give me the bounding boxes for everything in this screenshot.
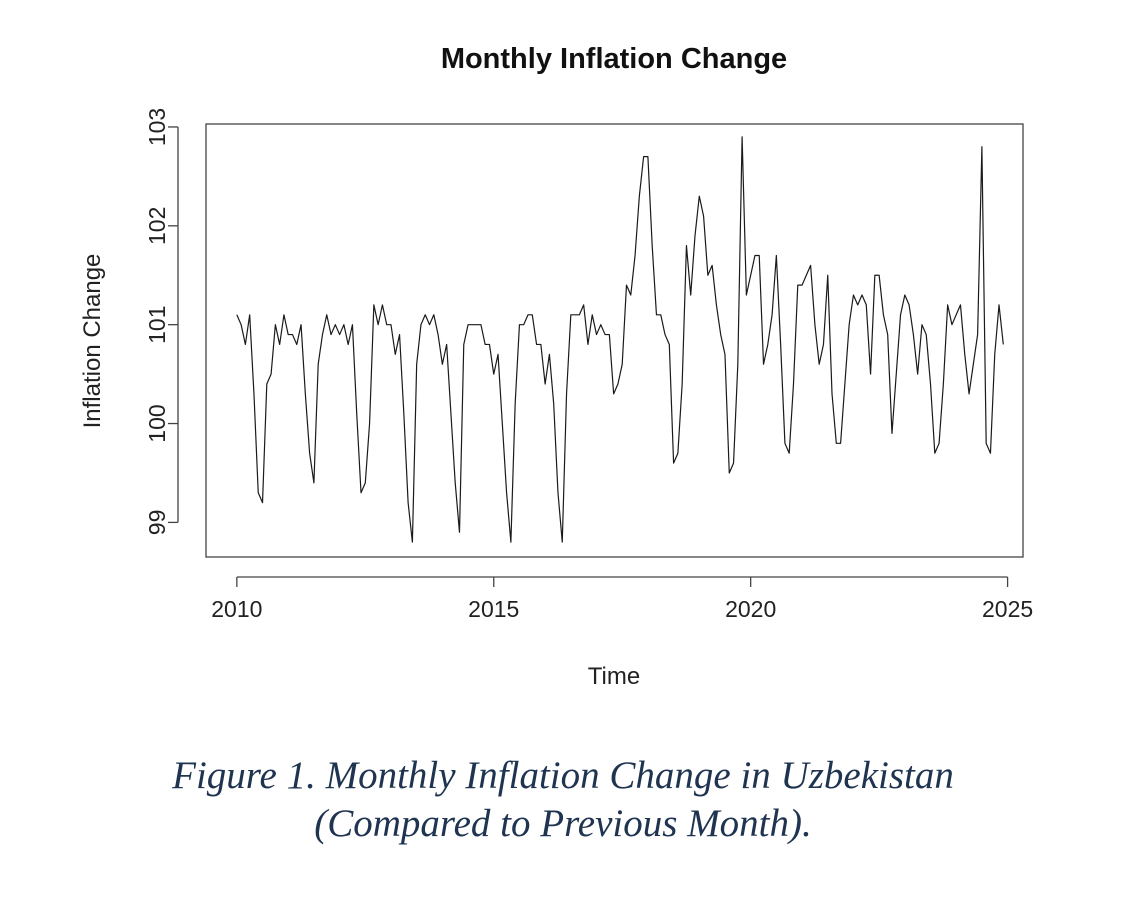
inflation-series-line xyxy=(236,136,1004,543)
y-tick-label: 99 xyxy=(144,510,170,536)
x-axis: 2010 2015 2020 2025 xyxy=(211,576,1033,622)
x-tick-label: 2020 xyxy=(725,596,776,622)
x-axis-label: Time xyxy=(588,663,640,690)
caption-line-2: (Compared to Previous Month). xyxy=(314,802,812,845)
figure-caption: Figure 1. Monthly Inflation Change in Uz… xyxy=(0,752,1126,848)
y-tick-label: 102 xyxy=(144,207,170,245)
line-chart: Monthly Inflation Change 99100101102103 … xyxy=(79,43,1033,690)
x-tick-label: 2015 xyxy=(468,596,519,622)
y-axis-label: Inflation Change xyxy=(79,254,106,429)
y-tick-label: 103 xyxy=(144,108,170,146)
x-tick-label: 2025 xyxy=(982,596,1033,622)
x-tick-label: 2010 xyxy=(211,596,262,622)
plot-frame xyxy=(205,123,1024,558)
y-tick-label: 100 xyxy=(144,404,170,442)
y-axis: 99 100 101 102 103 xyxy=(144,108,179,536)
caption-line-1: Figure 1. Monthly Inflation Change in Uz… xyxy=(172,754,954,797)
y-tick-label: 101 xyxy=(144,305,170,343)
chart-title: Monthly Inflation Change xyxy=(441,43,787,75)
